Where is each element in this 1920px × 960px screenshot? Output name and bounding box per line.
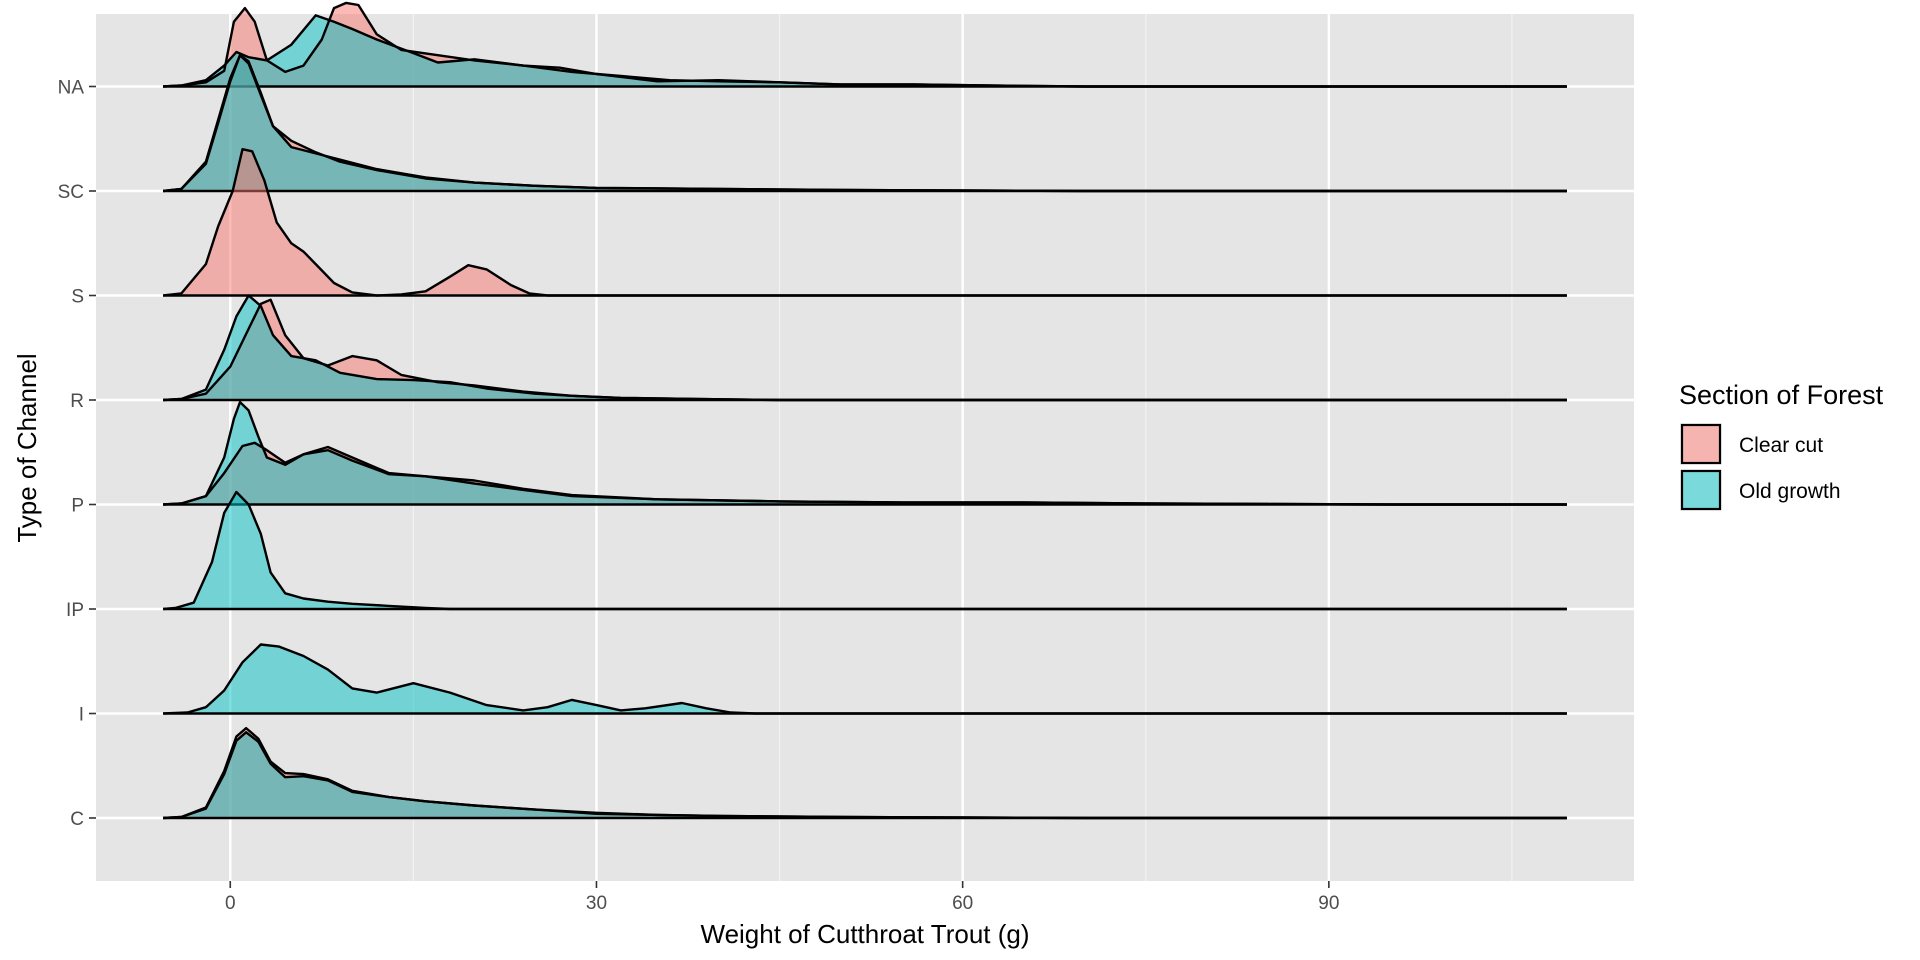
density-outline-NA-old-growth xyxy=(163,14,1567,88)
density-outline-R-old-growth xyxy=(163,294,1567,402)
ridge-SC xyxy=(162,54,1567,193)
y-tick-label: I xyxy=(79,705,84,726)
ridge-R xyxy=(163,294,1567,402)
density-area-C-old-growth xyxy=(163,732,1567,818)
density-area-SC-old-growth xyxy=(163,55,1567,192)
legend-title: Section of Forest xyxy=(1679,380,1884,410)
legend-label: Old growth xyxy=(1739,480,1841,503)
legend-label: Clear cut xyxy=(1739,434,1823,457)
x-tick-label: 0 xyxy=(225,893,236,914)
legend-swatch xyxy=(1680,469,1722,511)
x-axis-title: Weight of Cutthroat Trout (g) xyxy=(701,919,1030,949)
y-tick-label: IP xyxy=(66,600,84,621)
density-outline-P-old-growth xyxy=(163,400,1567,506)
density-outline-IP-old-growth xyxy=(163,490,1567,611)
x-tick-label: 90 xyxy=(1318,893,1339,914)
y-tick-label: R xyxy=(70,391,84,412)
density-outline-I-old-growth xyxy=(163,643,1567,715)
ridge-I xyxy=(163,643,1567,715)
density-area-R-old-growth xyxy=(163,295,1567,400)
legend-swatch xyxy=(1680,423,1722,465)
y-tick-label: NA xyxy=(58,78,85,99)
ridge-S xyxy=(162,148,1567,297)
y-tick-label: SC xyxy=(58,182,84,203)
y-tick-label: C xyxy=(70,809,84,830)
y-tick-label: S xyxy=(71,287,84,308)
ridge-IP xyxy=(163,490,1567,611)
y-axis-title: Type of Channel xyxy=(12,353,42,542)
ridge-C xyxy=(163,726,1567,820)
density-outline-S-clear-cut xyxy=(162,148,1567,297)
density-area-NA-old-growth xyxy=(163,15,1567,87)
axes: C I IP P R S SC NA 0 30 60 90 xyxy=(58,78,1340,915)
legend: Section of Forest Clear cut Old growth xyxy=(1679,380,1884,511)
density-area-S-clear-cut xyxy=(163,149,1567,296)
density-outline-SC-old-growth xyxy=(162,54,1567,193)
legend-entries: Clear cut Old growth xyxy=(1680,423,1841,511)
x-tick-label: 60 xyxy=(952,893,973,914)
density-outline-C-old-growth xyxy=(163,731,1567,820)
panel-background xyxy=(96,14,1634,881)
density-area-P-old-growth xyxy=(163,402,1567,505)
ridge-P xyxy=(163,400,1567,506)
y-tick-label: P xyxy=(71,496,84,517)
density-area-I-old-growth xyxy=(163,644,1567,714)
ridge-series xyxy=(162,1,1567,820)
x-tick-label: 30 xyxy=(586,893,607,914)
ridge-NA xyxy=(163,1,1567,88)
